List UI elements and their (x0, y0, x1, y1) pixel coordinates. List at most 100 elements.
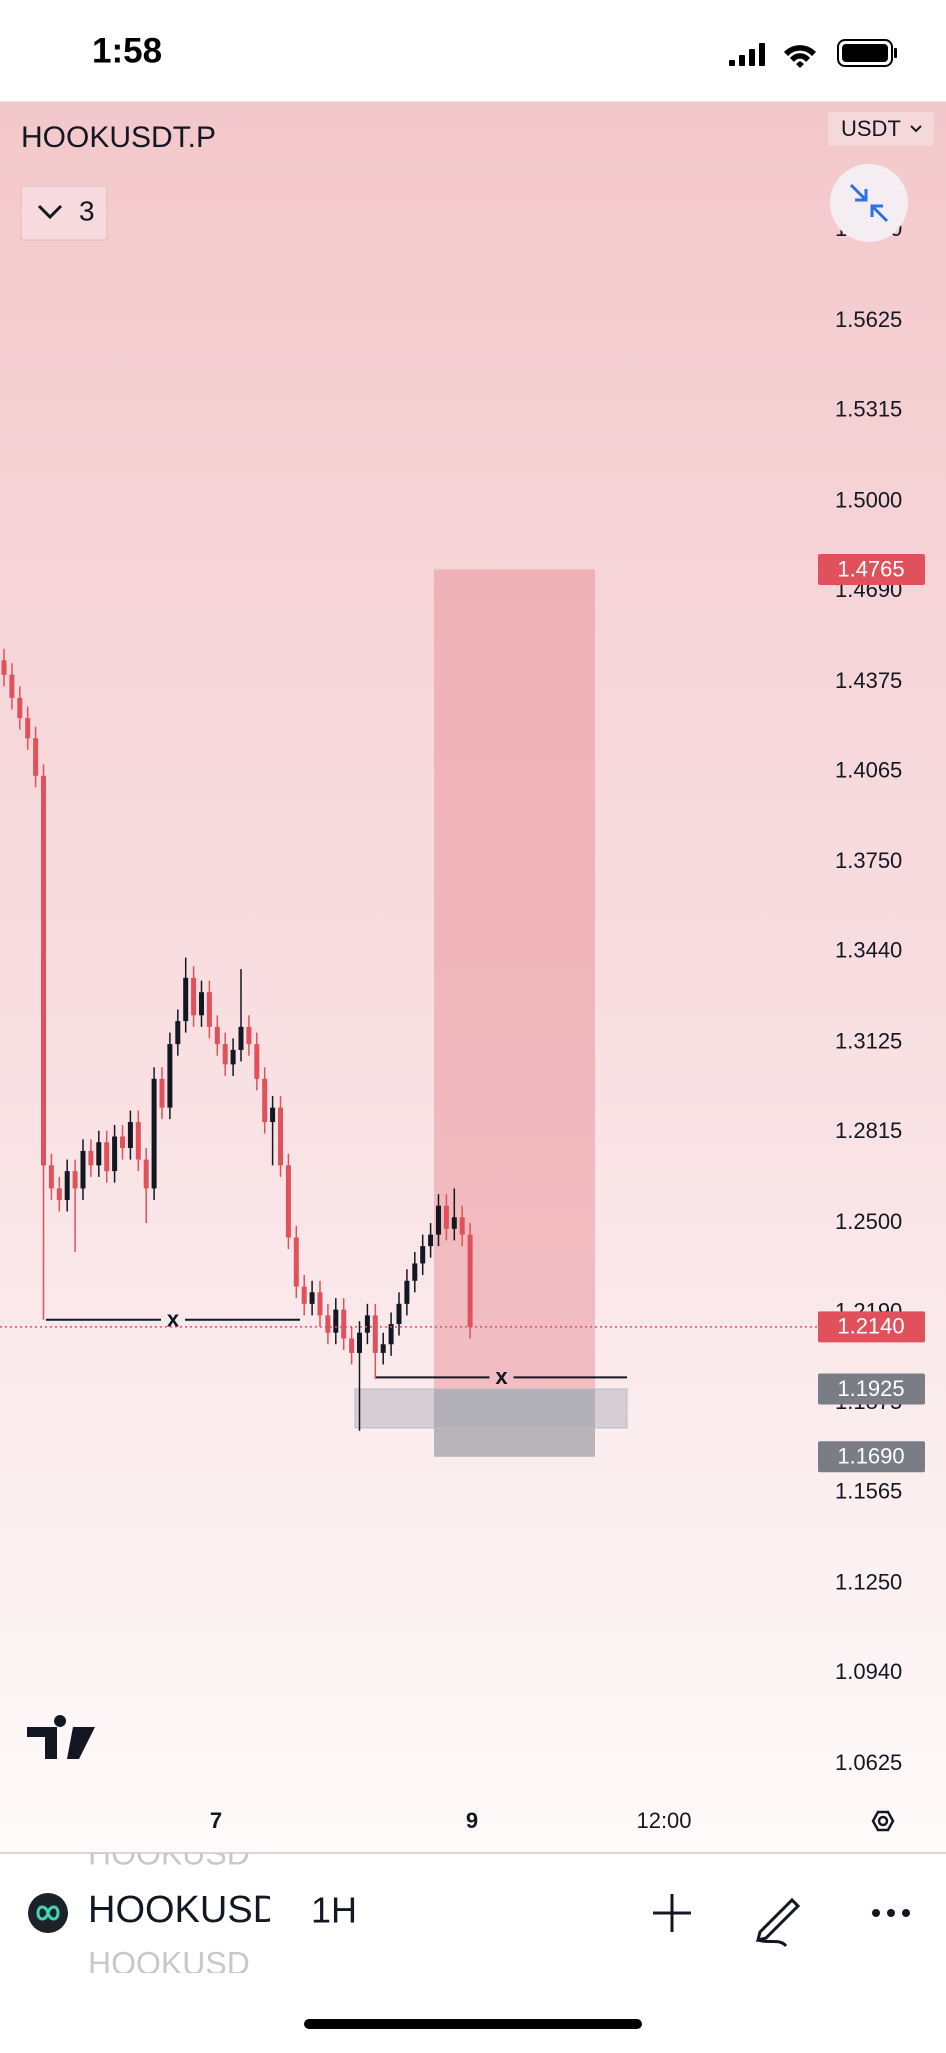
currency-chevron (910, 125, 922, 133)
y-tick-label: 1.3125 (835, 1029, 902, 1054)
currency-label: USDT (841, 116, 901, 141)
price-tag (818, 1441, 925, 1473)
y-tick-label: 1.5315 (835, 397, 902, 422)
candle-body (112, 1136, 118, 1172)
candle-body (254, 1044, 260, 1079)
candle-body (459, 1217, 465, 1235)
candle-body (120, 1136, 125, 1149)
settings-icon-center (877, 1815, 889, 1827)
more-button[interactable] (872, 1909, 910, 1917)
tradingview-logo (27, 1715, 95, 1759)
status-icons (729, 39, 897, 68)
candle-body (309, 1292, 315, 1304)
home-indicator (304, 2019, 642, 2029)
candle-body (72, 1171, 78, 1189)
price-tag (818, 1311, 925, 1343)
add-button[interactable] (653, 1894, 691, 1932)
y-tick-label: 1.3750 (835, 848, 902, 873)
candle-body (364, 1315, 370, 1333)
currency-selector[interactable] (828, 112, 934, 146)
candle-body (246, 1026, 252, 1045)
candle-body (214, 1026, 220, 1045)
y-tick-label: 1.2815 (835, 1118, 902, 1143)
y-tick-label: 1.0940 (835, 1659, 902, 1684)
y-tick-label: 1.5000 (835, 487, 902, 512)
x-axis: 7 9 12:00 (210, 1808, 692, 1833)
y-tick-label: 1.2500 (835, 1209, 902, 1234)
candle-body (436, 1205, 441, 1235)
candle-body (333, 1309, 339, 1333)
candle-body (301, 1286, 307, 1304)
candle-body (104, 1142, 110, 1172)
interval[interactable]: 1H (311, 1890, 357, 1931)
settings-icon[interactable] (871, 1810, 895, 1832)
plot: 1.59401.56251.53151.50001.46901.43751.40… (0, 216, 902, 1775)
candle-body (270, 1107, 276, 1123)
y-tick-label: 1.1565 (835, 1479, 902, 1504)
symbol-icon-glyph (36, 1905, 60, 1921)
symbol-title: HOOKUSDT.P (21, 121, 216, 154)
candle-body (428, 1234, 434, 1247)
candle-body (17, 697, 23, 719)
candle-body (159, 1078, 165, 1108)
collapse-icon (849, 183, 889, 223)
candle-body (349, 1338, 355, 1353)
candle-body (206, 992, 212, 1027)
candle-body (1, 660, 7, 675)
indicator-toggle[interactable] (20, 185, 108, 241)
candle-body (222, 1044, 228, 1065)
candle-body (175, 1021, 181, 1045)
symbol-picker[interactable]: HOOKUSD HOOKUSD HOOKUSD (88, 1835, 280, 1981)
demand-zone (354, 1388, 628, 1429)
candle-body (199, 992, 204, 1016)
candle-body (317, 1292, 323, 1316)
collapse-button[interactable] (830, 164, 908, 242)
candle-body (412, 1263, 418, 1281)
chart-background (0, 102, 946, 1853)
profit-zone (434, 569, 595, 1389)
candle-body (143, 1159, 149, 1189)
chevron-icon (37, 204, 63, 220)
candle-body (262, 1078, 268, 1123)
candle-body (48, 1165, 54, 1189)
y-tick-label: 1.1250 (835, 1570, 902, 1595)
status-time: 1:58 (92, 31, 162, 70)
y-tick-label: 1.0625 (835, 1750, 902, 1775)
picker-current[interactable]: HOOKUSD (88, 1889, 280, 1931)
picker-previous: HOOKUSD (88, 1835, 250, 1871)
candle-body (9, 674, 15, 698)
candle-body (33, 738, 39, 776)
candle-body (293, 1237, 299, 1287)
stop-zone (434, 1388, 595, 1457)
candle-body (230, 1049, 236, 1065)
price-tag (818, 553, 925, 585)
candle-body (167, 1044, 173, 1108)
candle-body (25, 718, 31, 739)
level-marker: x (167, 1307, 180, 1332)
candle-body (443, 1205, 449, 1229)
level-marker: x (495, 1364, 508, 1389)
candle-body (372, 1315, 378, 1353)
bottom-bar (0, 1853, 946, 2048)
candle-body (80, 1150, 86, 1189)
candle-body (88, 1150, 94, 1166)
candle-body (404, 1280, 410, 1304)
candle-body (96, 1142, 102, 1166)
candle-body (64, 1171, 70, 1200)
candle-body (191, 977, 197, 1016)
x-tick-label: 7 (210, 1808, 222, 1833)
candle-body (183, 977, 189, 1022)
candle-body (151, 1078, 157, 1189)
candle-body (467, 1234, 473, 1327)
overlay: 1.4765 1.2140 1.1925 1.1690 (818, 553, 925, 1473)
draw-button[interactable] (755, 1897, 801, 1948)
candle-body (285, 1165, 291, 1238)
candle-body (278, 1107, 283, 1166)
candle-body (420, 1246, 426, 1264)
y-tick-label: 1.4065 (835, 757, 902, 782)
price-tag-label: 1.4765 (837, 556, 904, 581)
indicator-count: 3 (79, 195, 95, 226)
candle-body (341, 1309, 347, 1339)
